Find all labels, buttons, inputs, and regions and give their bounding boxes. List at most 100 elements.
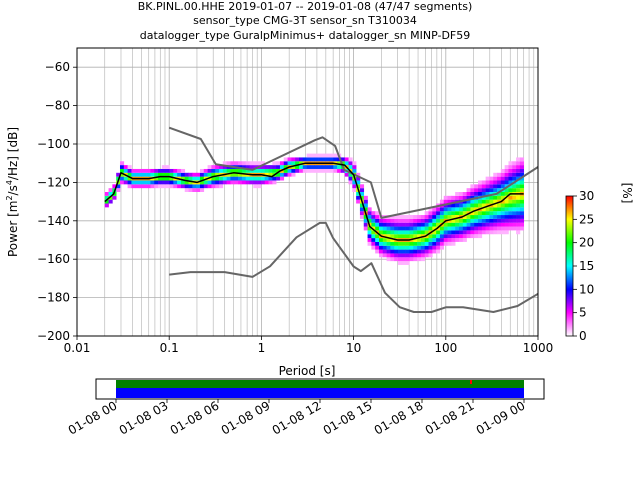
density-cell [348, 165, 353, 169]
density-cell [321, 157, 326, 162]
density-cell [401, 222, 406, 227]
density-cell [199, 168, 205, 173]
density-cell [306, 153, 311, 158]
density-cell [474, 234, 479, 239]
density-cell [504, 207, 509, 212]
density-cell [378, 249, 384, 254]
density-cell [443, 226, 448, 231]
density-cell [443, 241, 448, 246]
density-cell [173, 172, 178, 177]
density-cell [405, 230, 410, 235]
density-cell [131, 184, 136, 189]
density-cell [462, 226, 467, 231]
density-cell [161, 168, 166, 173]
density-cell [401, 261, 406, 265]
density-cell [474, 230, 479, 235]
density-cell [390, 222, 395, 227]
density-cell [481, 222, 486, 227]
density-cell [474, 207, 479, 212]
density-cell [508, 188, 513, 192]
density-cell [508, 203, 513, 208]
density-cell [424, 211, 429, 216]
density-cell [462, 211, 467, 216]
density-cell [394, 253, 399, 258]
density-cell [180, 168, 186, 173]
timeline-tick-label: 01-08 15 [321, 398, 375, 437]
density-cell [432, 222, 437, 227]
density-cell [310, 165, 315, 169]
density-cell [405, 234, 410, 239]
density-cell [466, 230, 471, 235]
density-cell [512, 195, 517, 200]
density-cell [116, 172, 121, 177]
density-cell [458, 218, 464, 223]
density-cell [500, 195, 505, 200]
density-cell [447, 241, 452, 246]
density-cell [516, 222, 521, 227]
x-tick-label: 0.1 [160, 341, 179, 355]
density-cell [222, 180, 227, 185]
density-cell [443, 234, 448, 239]
density-cell [169, 168, 174, 173]
density-cell [291, 168, 296, 173]
density-cell [398, 215, 403, 219]
density-cell [500, 192, 505, 196]
x-tick-label: 1000 [523, 341, 554, 355]
density-cell [367, 215, 372, 219]
density-cell [474, 184, 479, 189]
density-cell [485, 222, 490, 227]
density-cell [375, 218, 380, 223]
density-cell [363, 207, 368, 212]
density-cell [504, 192, 509, 196]
density-cell [455, 195, 460, 200]
density-cell [413, 253, 418, 258]
density-cell [481, 188, 486, 192]
density-cell [516, 215, 521, 219]
density-cell [154, 176, 159, 181]
density-cell [123, 176, 128, 181]
density-cell [386, 218, 391, 223]
density-cell [504, 230, 509, 235]
timeline-tick-label: 01-09 00 [474, 398, 528, 437]
density-cell [169, 172, 174, 177]
density-cell [161, 172, 166, 177]
density-cell [295, 165, 300, 169]
y-tick-label: −180 [37, 291, 70, 305]
density-cell [466, 234, 471, 239]
density-cell [462, 230, 467, 235]
density-cell [390, 245, 395, 250]
density-cell [314, 157, 319, 162]
density-cell [367, 211, 372, 216]
density-cell [333, 153, 338, 158]
density-cell [299, 157, 304, 162]
x-axis-label: Period [s] [279, 364, 336, 378]
density-cell [268, 168, 273, 173]
density-cell [348, 157, 353, 162]
density-cell [436, 230, 441, 235]
density-cell [184, 172, 189, 177]
density-cell [112, 195, 117, 200]
y-tick-label: −140 [37, 214, 70, 228]
density-cell [481, 207, 486, 212]
density-cell [478, 226, 483, 231]
density-cell [386, 253, 391, 258]
density-cell [485, 199, 490, 204]
density-cell [439, 207, 445, 212]
density-cell [497, 222, 502, 227]
density-cell [238, 172, 243, 177]
density-cell [470, 226, 475, 231]
x-tick-label: 10 [346, 341, 361, 355]
density-cell [428, 253, 433, 258]
density-cell [508, 184, 513, 189]
density-cell [264, 168, 269, 173]
density-cell [135, 184, 140, 189]
density-cell [367, 241, 372, 246]
density-cell [462, 203, 467, 208]
density-cell [375, 245, 380, 250]
chart-title-line-3: datalogger_type GuralpMinimus+ datalogge… [140, 29, 471, 42]
density-cell [478, 180, 483, 185]
density-cell [238, 176, 243, 181]
density-cell [272, 161, 277, 166]
density-cell [409, 241, 414, 246]
